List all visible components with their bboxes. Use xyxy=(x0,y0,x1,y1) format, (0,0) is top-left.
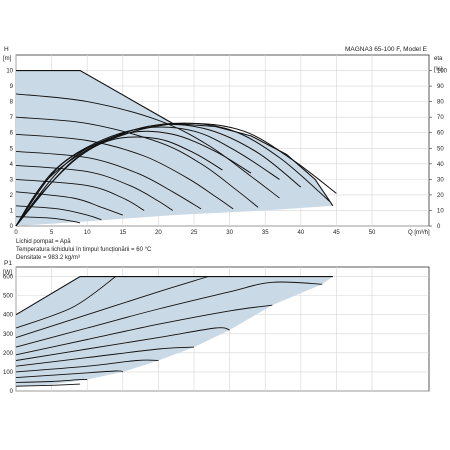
flow-tick-label: 25 xyxy=(191,230,198,236)
flow-tick-label: 20 xyxy=(155,230,162,236)
head-tick-label: 2 xyxy=(10,193,14,199)
efficiency-tick-label: 60 xyxy=(437,131,444,137)
efficiency-tick-label: 70 xyxy=(437,115,444,121)
power-axis-unit: [W] xyxy=(3,270,12,276)
flow-tick-label: 10 xyxy=(84,230,91,236)
efficiency-tick-label: 10 xyxy=(437,208,444,214)
head-tick-label: 1 xyxy=(10,208,14,214)
head-curve-4 xyxy=(15,133,234,210)
flow-tick-label: 50 xyxy=(369,230,376,236)
efficiency-tick-label: 80 xyxy=(437,100,444,106)
power-tick-label: 300 xyxy=(3,332,14,338)
power-axis-name: P1 xyxy=(4,260,12,267)
head-curve-5 xyxy=(15,150,202,210)
flow-tick-label: 0 xyxy=(14,230,18,236)
flow-tick-label: 15 xyxy=(119,230,126,236)
efficiency-tick-label: 20 xyxy=(437,193,444,199)
head-curve-3 xyxy=(15,116,259,208)
flow-tick-label: 35 xyxy=(262,230,269,236)
head-curve-10 xyxy=(15,216,81,224)
power-tick-label: 500 xyxy=(3,294,14,300)
efficiency-tick-label: 40 xyxy=(437,162,444,168)
efficiency-tick-label: 30 xyxy=(437,177,444,183)
head-tick-label: 5 xyxy=(10,146,14,152)
power-operating-area xyxy=(16,276,333,388)
power-curve-2 xyxy=(15,276,116,329)
efficiency-curve-5 xyxy=(15,130,252,227)
efficiency-axis-unit: [%] xyxy=(434,67,443,73)
power-curves xyxy=(15,275,333,387)
head-tick-label: 3 xyxy=(10,177,14,183)
efficiency-curves xyxy=(15,122,337,227)
power-curve-1 xyxy=(15,275,333,316)
efficiency-axis-name: eta xyxy=(434,56,443,62)
head-tick-label: 0 xyxy=(10,224,14,230)
head-tick-label: 9 xyxy=(10,84,14,90)
head-curve-2 xyxy=(15,93,280,199)
power-curve-3 xyxy=(15,276,209,339)
flow-tick-label: 45 xyxy=(333,230,340,236)
power-tick-label: 400 xyxy=(3,313,14,319)
efficiency-curve-4 xyxy=(15,126,280,227)
power-tick-label: 0 xyxy=(10,389,14,395)
head-curve-9 xyxy=(15,205,102,221)
power-tick-label: 200 xyxy=(3,351,14,357)
head-tick-label: 8 xyxy=(10,100,14,106)
flow-tick-label: 30 xyxy=(226,230,233,236)
power-curve-11 xyxy=(15,383,81,387)
power-tick-label: 100 xyxy=(3,370,14,376)
chart-title: MAGNA3 65-100 F, Model E xyxy=(345,46,428,53)
efficiency-tick-label: 90 xyxy=(437,84,444,90)
power-curve-9 xyxy=(15,370,123,379)
head-axis-name: H xyxy=(4,46,9,53)
flow-tick-labels: 0 5 10 15 20 25 30 35 40 45 50 xyxy=(14,230,376,236)
head-curve-8 xyxy=(15,191,123,216)
efficiency-tick-labels: 0 10 20 30 40 50 60 70 80 90 100 xyxy=(429,69,448,230)
head-axis-unit: [m] xyxy=(3,56,12,62)
power-curve-5 xyxy=(15,304,273,356)
flow-tick-label: 5 xyxy=(50,230,54,236)
efficiency-tick-label: 0 xyxy=(437,224,441,230)
efficiency-tick-label: 100 xyxy=(437,69,448,75)
head-tick-labels: 0 1 2 3 4 5 6 7 8 9 10 xyxy=(6,69,13,230)
power-curve-10 xyxy=(15,378,88,383)
flow-tick-label: 40 xyxy=(297,230,304,236)
head-tick-label: 10 xyxy=(6,69,13,75)
efficiency-curve-6 xyxy=(15,136,223,227)
power-curve-7 xyxy=(15,346,195,367)
note-density: Densitate = 983.2 kg/m³ xyxy=(16,255,80,261)
flow-axis-label: Q [m³/h] xyxy=(408,230,430,236)
power-curve-4 xyxy=(15,281,323,348)
power-curve-8 xyxy=(15,359,159,373)
efficiency-tick-label: 50 xyxy=(437,146,444,152)
power-operating-area-shape xyxy=(16,276,333,388)
head-tick-label: 6 xyxy=(10,131,14,137)
power-tick-labels: 0 100 200 300 400 500 600 xyxy=(3,275,14,395)
note-pumped-liquid: Lichid pompat = Apă xyxy=(16,239,71,245)
note-liquid-temperature: Temperatura lichidului în timpul funcțio… xyxy=(16,247,152,253)
head-tick-label: 7 xyxy=(10,115,14,121)
power-tick-label: 600 xyxy=(3,275,14,281)
power-panel: 0 100 200 300 400 500 600 P1 [W] xyxy=(3,260,430,395)
head-tick-label: 4 xyxy=(10,162,14,168)
power-curve-6 xyxy=(15,327,230,361)
